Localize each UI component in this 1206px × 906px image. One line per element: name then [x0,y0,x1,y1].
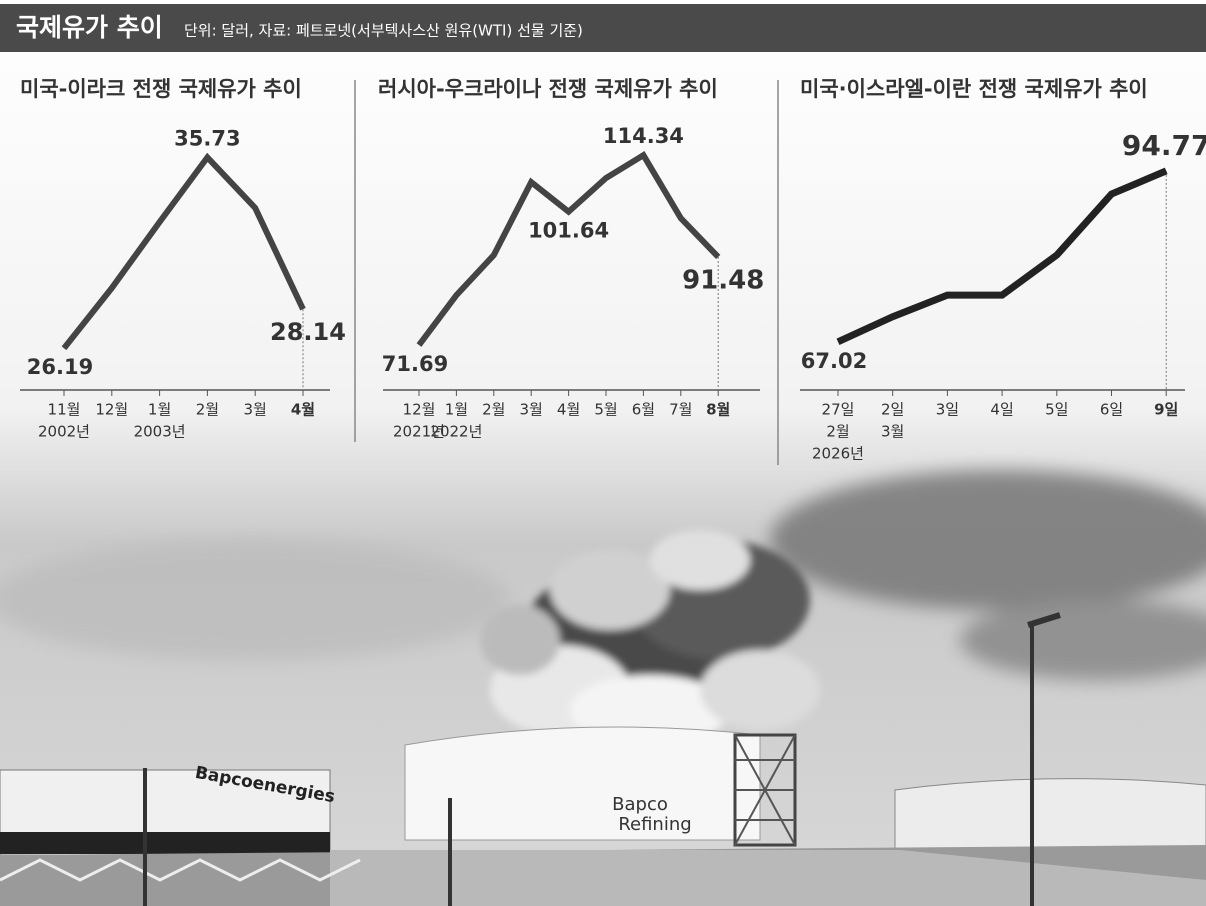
x-tick-label: 3일 [936,401,959,419]
x-tick-label: 2일 [881,401,904,419]
x-tick-label: 11월 [48,401,81,419]
x-tick-label: 4일 [990,401,1013,419]
x-tick-label: 5월 [594,401,617,419]
x-tick-sublabel: 2026년 [812,445,864,463]
x-tick-label: 4월 [557,401,580,419]
x-tick-label: 27일 [822,401,855,419]
data-label: 91.48 [682,265,764,295]
x-tick-label: 8월 [706,401,730,419]
data-label: 35.73 [174,126,240,150]
x-tick-label: 3월 [244,401,267,419]
x-tick-label: 12월 [95,401,128,419]
line [416,151,721,347]
line [836,167,1168,346]
x-tick-label: 6일 [1100,401,1123,419]
x-tick-label: 1월 [148,401,171,419]
data-label: 71.69 [382,352,448,376]
x-tick-label: 9일 [1154,401,1178,419]
x-tick-label: 2월 [196,401,219,419]
header-subtitle: 단위: 달러, 자료: 페트로넷(서부텍사스산 원유(WTI) 선물 기준) [184,22,583,40]
x-tick-label: 2월 [482,401,505,419]
svg-text:Bapco: Bapco [612,794,668,815]
x-tick-label: 5일 [1045,401,1068,419]
x-tick-label: 12월 [403,401,436,419]
data-label: 101.64 [528,219,609,243]
data-label: 28.14 [270,318,346,346]
chart-title: 미국·이스라엘-이란 전쟁 국제유가 추이 [800,77,1148,101]
x-tick-sublabel: 2003년 [134,423,186,441]
line [61,152,306,351]
data-label: 114.34 [603,124,684,148]
x-tick-sublabel: 3월 [881,423,904,441]
chart-title: 미국-이라크 전쟁 국제유가 추이 [20,77,302,101]
svg-text:Refining: Refining [618,814,691,835]
x-tick-label: 7월 [669,401,692,419]
chart-title: 러시아-우크라이나 전쟁 국제유가 추이 [378,77,718,101]
x-tick-label: 4월 [291,401,315,419]
x-tick-sublabel: 2002년 [38,423,90,441]
x-tick-sublabel: 2022년 [430,423,482,441]
data-label: 67.02 [801,349,867,373]
header-title: 국제유가 추이 [16,13,163,42]
data-label: 94.77 [1122,129,1206,162]
charts: 미국-이라크 전쟁 국제유가 추이 11월 2002년 12월 1월 2003년 2월 3월 4… [20,77,1206,463]
x-tick-label: 3월 [520,401,543,419]
x-tick-label: 1월 [445,401,468,419]
x-tick-label: 6월 [632,401,655,419]
data-label: 26.19 [27,355,93,379]
x-tick-sublabel: 2월 [826,423,849,441]
header-bar [0,4,1206,52]
x-tick-sublabel: 2021년 [393,423,445,441]
